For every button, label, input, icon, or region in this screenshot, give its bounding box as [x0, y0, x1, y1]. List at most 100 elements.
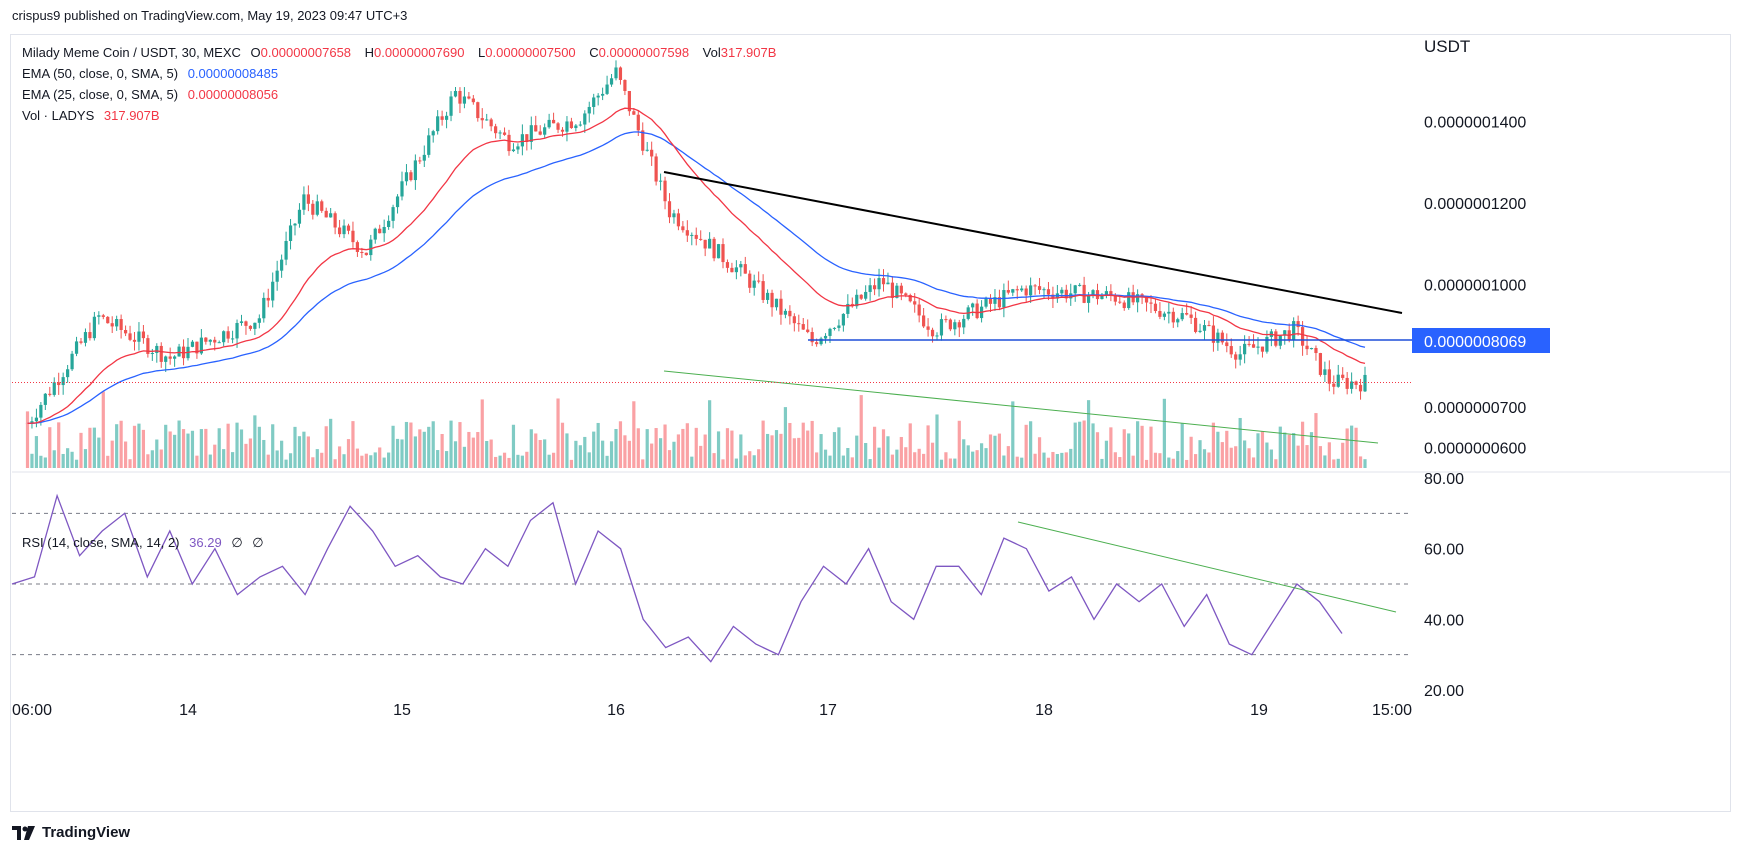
- volume-bar: [458, 422, 462, 468]
- legend-close: 0.00000007598: [598, 45, 690, 60]
- candle-body: [953, 322, 957, 330]
- volume-bar: [1122, 429, 1126, 468]
- candle-body: [1318, 353, 1323, 375]
- volume-bar: [284, 459, 288, 468]
- ema25-value: 0.00000008056: [187, 87, 279, 102]
- candle-body: [43, 393, 47, 405]
- volume-bar: [881, 429, 886, 468]
- volume-bar: [52, 450, 56, 468]
- candle-body: [168, 356, 172, 359]
- candle-body: [1185, 313, 1189, 315]
- volume-bar: [1269, 449, 1273, 468]
- candle-body: [387, 220, 391, 228]
- candle-body: [1113, 295, 1117, 302]
- candle-body: [342, 225, 346, 235]
- volume-bar: [939, 459, 944, 468]
- candle-body: [1180, 313, 1184, 320]
- candle-body: [641, 130, 645, 151]
- footer-brand[interactable]: TradingView: [12, 824, 130, 841]
- volume-bar: [1327, 442, 1331, 468]
- volume-bar: [342, 454, 346, 468]
- volume-bar: [899, 436, 903, 468]
- candle-body: [1189, 314, 1193, 318]
- candle-body: [779, 298, 783, 315]
- candle-body: [529, 125, 533, 142]
- candle-body: [1118, 301, 1122, 303]
- volume-bar: [164, 424, 168, 468]
- volume-bar: [1113, 452, 1117, 468]
- volume-bar: [1171, 458, 1175, 468]
- rsi-tick-label: 20.00: [1424, 683, 1464, 700]
- volume-bar: [636, 428, 640, 468]
- volume-bar: [199, 429, 203, 468]
- rsi-line: [11, 493, 1343, 663]
- volume-bar: [1341, 442, 1345, 468]
- candle-body: [502, 132, 507, 135]
- volume-bar: [61, 453, 65, 468]
- candle-body: [1171, 311, 1175, 323]
- candle-body: [534, 125, 538, 132]
- candle-body: [101, 315, 105, 317]
- candle-body: [199, 337, 203, 354]
- volume-bar: [547, 454, 551, 468]
- candle-body: [574, 125, 578, 129]
- volume-bar: [275, 450, 279, 468]
- volume-bar: [320, 452, 324, 468]
- volume-bar: [1095, 432, 1100, 468]
- candle-body: [1073, 285, 1077, 294]
- candle-body: [418, 160, 422, 162]
- candle-body: [1086, 294, 1091, 303]
- volume-bar: [730, 430, 734, 468]
- legend-high-label: H: [364, 45, 375, 60]
- volume-bar: [74, 459, 79, 468]
- candle-body: [150, 352, 154, 354]
- volume-bar: [43, 457, 47, 468]
- volume-bar: [1153, 452, 1158, 468]
- volume-bar: [743, 455, 747, 468]
- volume-bar: [494, 456, 498, 468]
- volume-bar: [788, 422, 792, 468]
- volume-bar: [30, 453, 34, 468]
- candle-body: [743, 264, 747, 274]
- volume-bar: [1216, 431, 1220, 468]
- volume-bar: [815, 452, 819, 468]
- volume-bar: [1189, 436, 1193, 468]
- candle-body: [708, 238, 712, 249]
- volume-bar: [703, 434, 707, 468]
- volume-bar: [1225, 430, 1229, 468]
- volume-bar: [248, 438, 253, 468]
- candle-body: [806, 329, 810, 333]
- volume-bar: [391, 425, 395, 468]
- volume-bar: [614, 429, 618, 468]
- candle-body: [886, 282, 890, 285]
- volume-bar: [467, 431, 471, 468]
- price-tick-label: 0.0000000700: [1424, 400, 1526, 417]
- candle-body: [650, 149, 654, 157]
- volume-bar: [378, 447, 382, 468]
- volume-bar: [779, 433, 783, 468]
- candle-body: [1283, 330, 1287, 336]
- price-tick-label: 0.0000001000: [1424, 278, 1526, 295]
- candle-body: [699, 238, 703, 240]
- volume-label: Vol · LADYS: [22, 108, 95, 123]
- volume-bar: [1127, 433, 1131, 468]
- volume-bar: [39, 455, 43, 468]
- volume-bar: [716, 431, 721, 468]
- time-tick-label: 16: [607, 702, 625, 719]
- volume-bar: [1207, 452, 1211, 468]
- volume-bar: [538, 440, 542, 468]
- candle-body: [877, 278, 881, 290]
- candle-body: [1309, 348, 1314, 350]
- chart-frame: [10, 34, 1731, 812]
- candle-body: [1332, 383, 1336, 387]
- candle-body: [725, 262, 730, 268]
- volume-bar: [244, 443, 248, 468]
- volume-bar: [146, 454, 150, 468]
- volume-bar: [953, 458, 957, 468]
- candle-body: [993, 297, 997, 304]
- candle-body: [373, 228, 377, 240]
- candle-body: [164, 356, 168, 362]
- volume-bar: [440, 434, 444, 468]
- green-volume-trendline: [663, 370, 1379, 444]
